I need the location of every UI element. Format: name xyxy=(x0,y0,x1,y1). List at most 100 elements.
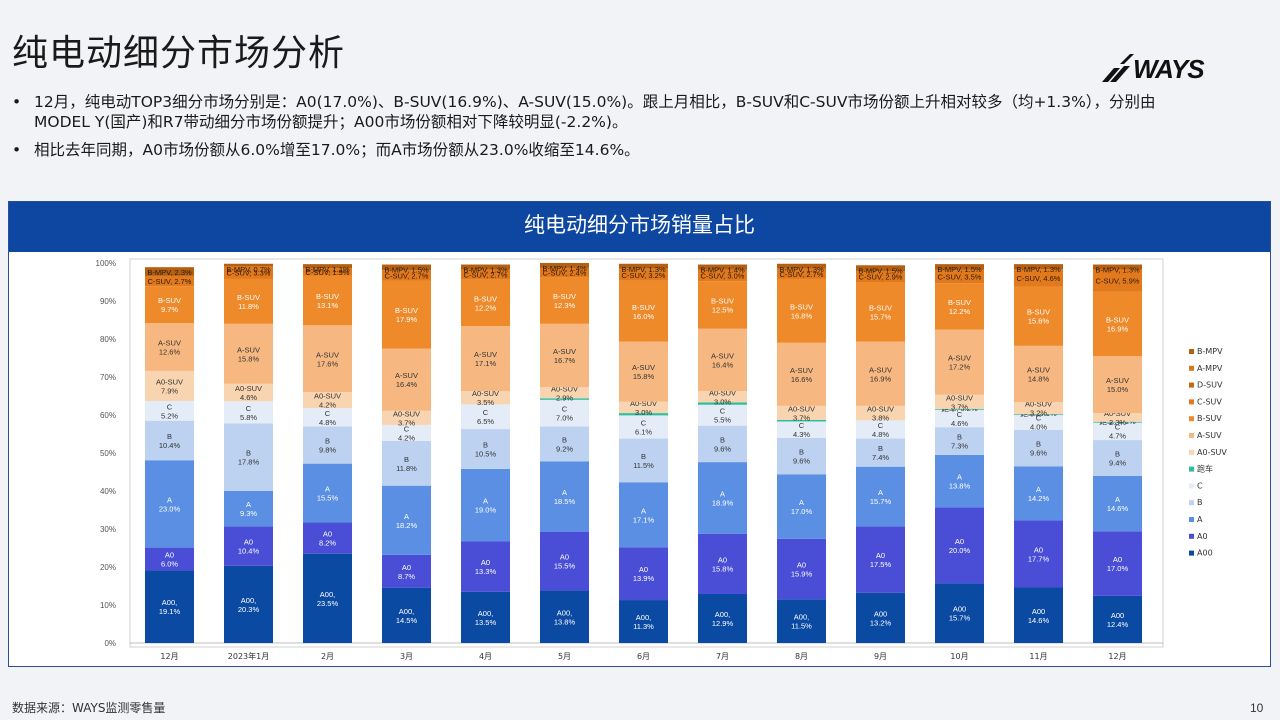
data-label: A00, 13.5% xyxy=(475,609,497,627)
data-label: B-MPV, 1.3% xyxy=(1095,266,1140,275)
bar-segment-跑车 xyxy=(777,419,826,422)
data-label: B-MPV, 1.3% xyxy=(1016,265,1061,274)
data-label: C-SUV, 2.4% xyxy=(543,269,587,278)
data-label: A0 17.7% xyxy=(1028,545,1050,563)
legend-swatch xyxy=(1189,517,1194,522)
summary-bullets: • 12月，纯电动TOP3细分市场分别是：A0(17.0%)、B-SUV(16.… xyxy=(12,92,1162,168)
bar-segment-a-suv xyxy=(382,348,431,411)
data-label: B-SUV 15.7% xyxy=(869,303,892,321)
data-label: B 9.8% xyxy=(319,437,336,455)
bar-segment-a xyxy=(145,460,194,548)
bar-segment-b-suv xyxy=(856,282,905,342)
data-label: B 7.4% xyxy=(872,444,889,462)
data-label: A0 8.7% xyxy=(398,563,415,581)
data-label: A 14.2% xyxy=(1028,485,1050,503)
bar-segment-a0 xyxy=(698,533,747,594)
bar-segment-跑车 xyxy=(698,402,747,405)
data-label: C 4.6% xyxy=(951,410,968,428)
data-label: A 18.2% xyxy=(396,512,418,530)
bar-segment-b xyxy=(619,438,668,483)
legend-label: D-SUV xyxy=(1197,381,1223,390)
plot-area-border xyxy=(129,258,1164,648)
y-tick-label: 20% xyxy=(100,563,116,572)
y-tick-label: 0% xyxy=(104,639,116,648)
bar-segment-a xyxy=(777,474,826,539)
data-label: B-SUV 16.9% xyxy=(1106,315,1129,333)
bar-segment-a0 xyxy=(303,522,352,554)
data-label: B-SUV 12.5% xyxy=(711,296,734,314)
bar-segment-b xyxy=(224,423,273,491)
x-tick-label: 9月 xyxy=(874,652,887,661)
bar-segment-a0 xyxy=(145,547,194,571)
bar-segment-c xyxy=(698,404,747,426)
bar-segment-b-mpv xyxy=(1093,264,1142,270)
bar-segment-a0-suv xyxy=(145,370,194,401)
data-label: C-SUV, 2.9% xyxy=(859,272,903,281)
bar-segment-c-suv xyxy=(1014,269,1063,287)
data-label: A0-SUV 3.2% xyxy=(1025,400,1052,418)
bar-segment-c-suv xyxy=(224,266,273,279)
data-label: B-MPV, 1.3% xyxy=(463,266,508,275)
bar-segment-c-suv xyxy=(935,269,984,284)
data-label: A0-SUV 3.8% xyxy=(867,405,894,423)
data-label: B-SUV 17.9% xyxy=(395,306,418,324)
bar-segment-a00 xyxy=(856,592,905,643)
data-label: B-SUV 15.6% xyxy=(1027,308,1050,326)
data-label: A 14.6% xyxy=(1107,495,1129,513)
bar-segment-a00 xyxy=(777,599,826,643)
data-label: A0-SUV 4.2% xyxy=(314,392,341,410)
data-label: A-SUV 12.6% xyxy=(158,338,181,356)
data-label: A0-SUV 3.0% xyxy=(709,388,736,406)
bar-segment-a00 xyxy=(1093,595,1142,643)
data-label: C-SUV, 1.9% xyxy=(306,268,350,277)
bar-segment-c xyxy=(777,421,826,438)
data-label: C 4.8% xyxy=(872,421,889,439)
y-tick-label: 30% xyxy=(100,525,116,534)
bar-segment-c-suv xyxy=(1093,269,1142,292)
y-tick-label: 10% xyxy=(100,601,116,610)
page-number: 10 xyxy=(1250,701,1264,715)
bar-segment-a-suv xyxy=(777,342,826,406)
data-label: A0 10.4% xyxy=(238,538,260,556)
data-label: A-SUV 16.6% xyxy=(790,366,813,384)
data-label: B-MPV, 0.7% xyxy=(226,265,271,274)
data-label: C 5.5% xyxy=(714,407,731,425)
data-label: A00 13.2% xyxy=(870,609,892,627)
bar-segment-a-suv xyxy=(698,328,747,392)
data-label: B 10.5% xyxy=(475,441,497,459)
data-label: A00 12.4% xyxy=(1107,611,1129,629)
data-label: A0-SUV 2.3% xyxy=(1104,409,1131,427)
data-label: A00, 19.1% xyxy=(159,598,181,616)
bullet-item: • 12月，纯电动TOP3细分市场分别是：A0(17.0%)、B-SUV(16.… xyxy=(12,92,1162,132)
bar-segment-a0 xyxy=(856,526,905,593)
data-label: A00, 11.5% xyxy=(791,613,812,631)
bar-segment-b xyxy=(935,427,984,455)
data-label: B 11.8% xyxy=(396,455,417,473)
data-label: C-SUV, 3.0% xyxy=(701,272,745,281)
bar-segment-c-suv xyxy=(856,270,905,282)
data-label: A0-SUV 4.6% xyxy=(235,384,262,402)
data-label: A0 20.0% xyxy=(949,537,971,555)
data-label: C 4.7% xyxy=(1109,423,1126,441)
bar-segment-c-suv xyxy=(461,269,510,280)
bar-segment-b-suv xyxy=(1093,291,1142,357)
data-label: C-SUV, 2.7% xyxy=(464,271,508,280)
data-label: C-SUV, 2.7% xyxy=(385,271,429,280)
data-label: C 5.8% xyxy=(240,404,257,422)
legend-swatch xyxy=(1189,399,1194,405)
bar-segment-a-suv xyxy=(856,341,905,406)
legend-swatch xyxy=(1189,349,1194,354)
data-label: B-MPV, 2.3% xyxy=(147,268,192,277)
bar-segment-b-suv xyxy=(540,277,589,324)
data-label: B-MPV, 1.5% xyxy=(384,266,429,275)
bar-segment-b-suv xyxy=(461,279,510,327)
bar-segment-跑车 xyxy=(935,408,984,410)
data-label: A-SUV 14.8% xyxy=(1027,365,1050,383)
legend-swatch xyxy=(1189,500,1194,506)
bar-segment-b-suv xyxy=(224,278,273,324)
data-label: C-SUV, 3.5% xyxy=(938,272,982,281)
bar-segment-a xyxy=(303,463,352,523)
bar-segment-b-suv xyxy=(382,280,431,349)
data-label: A-SUV 17.1% xyxy=(474,350,497,368)
legend-swatch xyxy=(1189,466,1194,472)
